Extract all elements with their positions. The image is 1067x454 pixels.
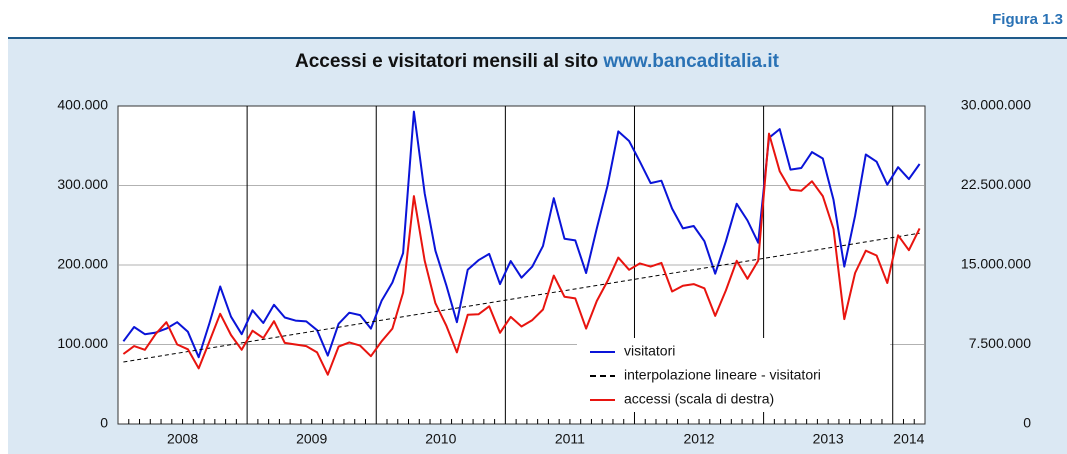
x-tick-label: 2010 [425,431,456,447]
y-tick-label: 400.000 [57,97,108,113]
y-tick-label: 200.000 [57,256,108,272]
x-tick-label: 2013 [813,431,844,447]
x-tick-label: 2012 [683,431,714,447]
legend-label: visitatori [624,343,675,359]
title-text: Accessi e visitatori mensili al sito [295,51,598,72]
y2-tick-label: 30.000.000 [961,97,1031,113]
legend-label: accessi (scala di destra) [624,391,774,407]
x-tick-label: 2009 [296,431,327,447]
y-tick-label: 100.000 [57,335,108,351]
y2-tick-label: 15.000.000 [961,256,1031,272]
x-tick-label: 2011 [555,431,585,447]
series-line [122,110,921,359]
legend-label: interpolazione lineare - visitatori [624,367,821,383]
y-tick-label: 300.000 [57,176,108,192]
chart-title: Accessi e visitatori mensili al sito www… [295,51,780,72]
title-link: www.bancaditalia.it [602,51,779,72]
y2-tick-label: 7.500.000 [969,335,1031,351]
series-line [122,132,921,376]
x-tick-label: 2014 [893,431,924,447]
legend-box [577,338,890,412]
y2-tick-label: 22.500.000 [961,176,1031,192]
y-tick-label: 0 [100,415,108,431]
series-line [123,232,920,363]
y2-tick-label: 0 [1023,415,1031,431]
x-tick-label: 2008 [167,431,198,447]
figure-label: Figura 1.3 [992,11,1063,28]
